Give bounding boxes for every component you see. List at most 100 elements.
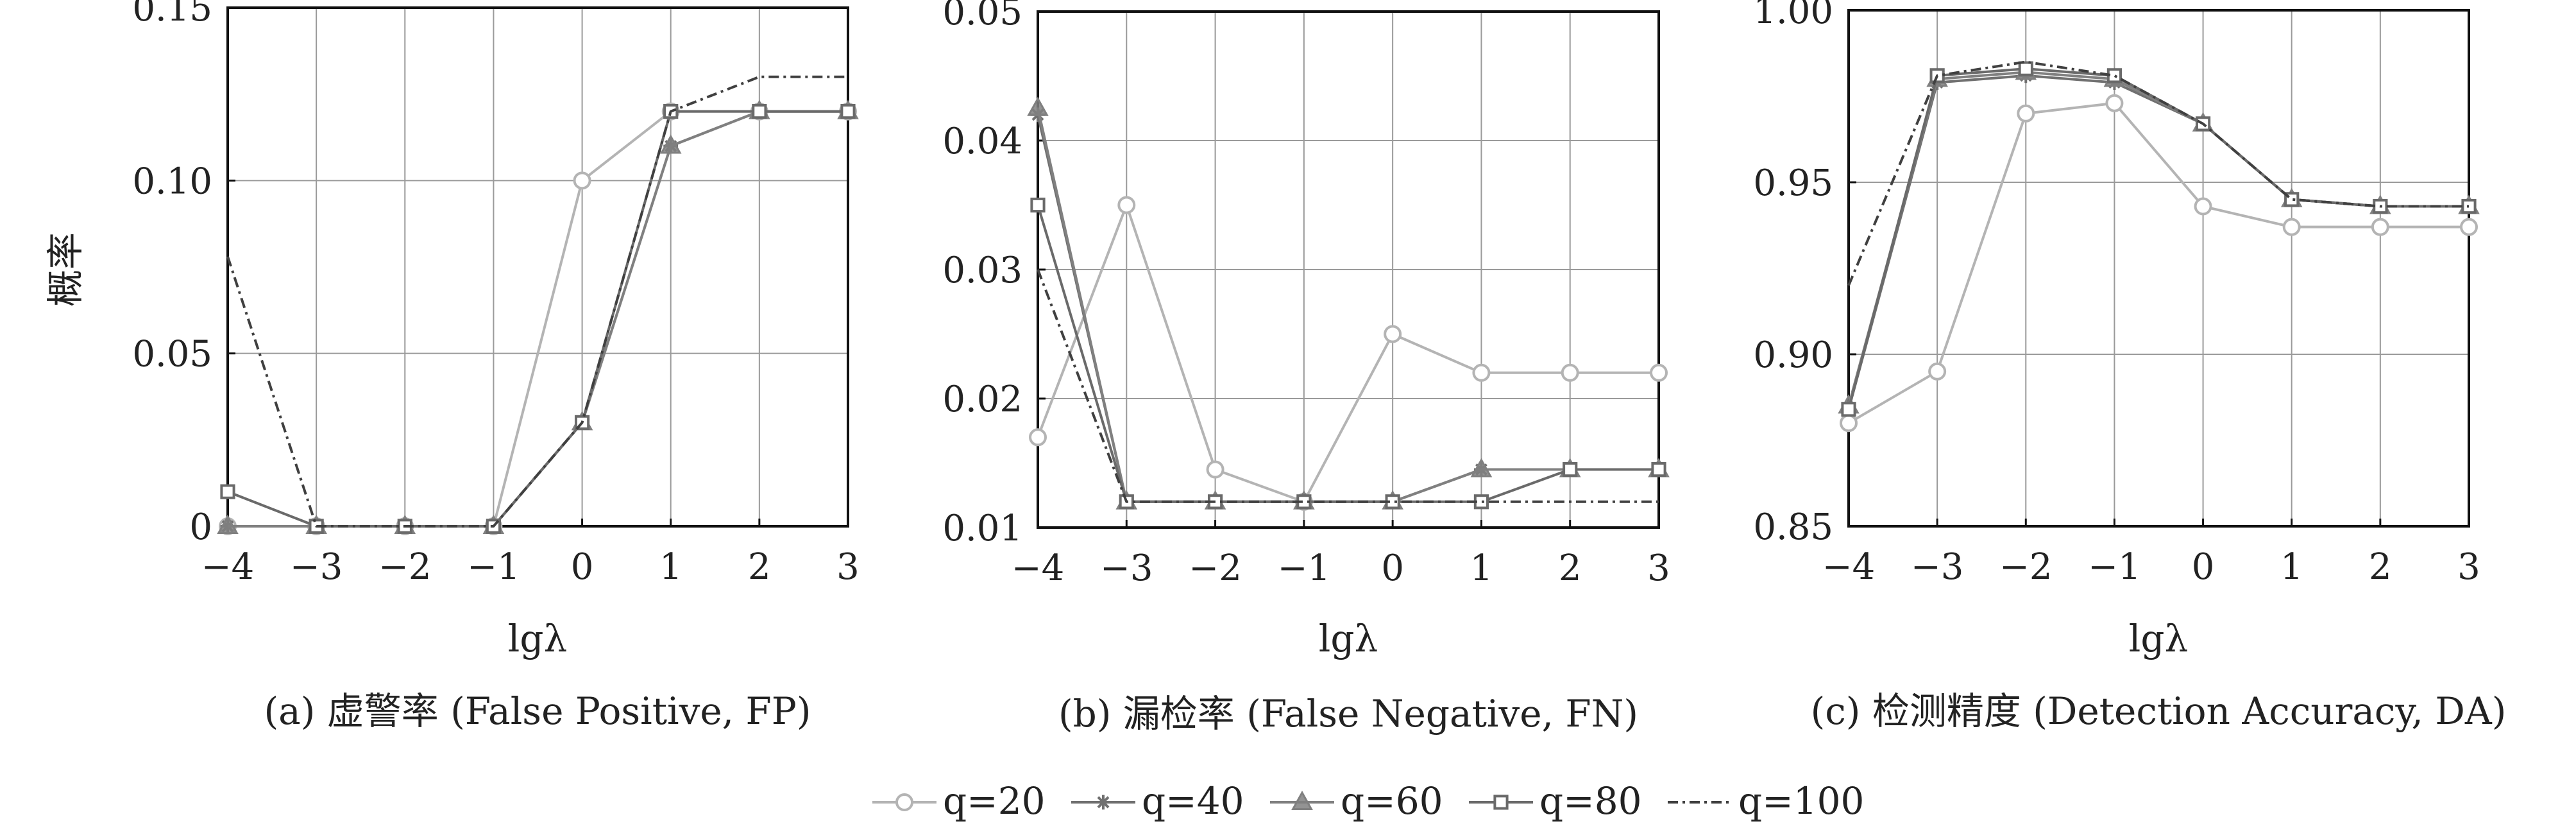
panel-c-xtick-label: 2 (2369, 546, 2392, 588)
panel-c-point-q20 (2371, 218, 2389, 236)
legend-marker-q20 (895, 793, 913, 811)
panel-b-point-q20 (1117, 196, 1136, 214)
legend-label-q80: q=80 (1539, 779, 1642, 823)
panel-c-series-q20 (1840, 94, 2478, 433)
legend: q=20 q=40 q=60 q=80 q=100 (872, 779, 1864, 823)
panel-a-xtick-label: −2 (378, 546, 432, 588)
legend-label-q20: q=20 (943, 779, 1046, 823)
panel-b-xtick-label: −4 (1012, 547, 1065, 589)
panel-b-ytick-label: 0.02 (942, 379, 1022, 420)
panel-a-ytick-label: 0.15 (132, 0, 212, 30)
legend-item-q40: q=40 (1071, 779, 1244, 823)
panel-b-point-q60 (1470, 458, 1493, 478)
panel-c-point-q20 (2460, 218, 2478, 236)
legend-item-q60: q=60 (1270, 779, 1443, 823)
panel-b-point-q80 (1030, 197, 1046, 213)
panel-b-xlabel: lgλ (1319, 617, 1378, 660)
panel-a-xtick-label: −1 (467, 546, 520, 588)
panel-c-ytick-label: 0.95 (1753, 162, 1833, 204)
panel-b-xtick-label: 1 (1470, 547, 1493, 589)
panel-a-ytick-label: 0 (189, 506, 212, 548)
panel-c-point-q20 (2282, 218, 2301, 236)
panel-c-point-q80 (2018, 61, 2033, 76)
panel-b: −4 −3 −2 −1 0 1 2 3 0.01 0.02 0.03 0.04 0.05 lgλ (b)… (942, 0, 1670, 736)
panel-c-point-q20 (1840, 414, 1858, 433)
panel-b-plot: −4 −3 −2 −1 0 1 2 3 0.01 0.02 0.03 0.04 0.05 (942, 0, 1670, 589)
panel-b-line-q20 (1037, 203, 1659, 503)
panel-c-xtick-label: 0 (2192, 546, 2215, 588)
panel-b-point-q20 (1650, 363, 1668, 382)
panel-a-ytick-label: 0.10 (132, 160, 212, 202)
panel-b-ytick-label: 0.01 (942, 508, 1022, 549)
panel-a-point-q20 (573, 171, 591, 190)
legend-label-q100: q=100 (1738, 779, 1864, 823)
legend-marker-shape-q20 (895, 793, 913, 811)
legend-marker-q80 (1493, 795, 1509, 810)
panel-b-xtick-label: 2 (1559, 547, 1582, 589)
panel-a-xtick-label: 3 (836, 546, 860, 588)
legend-marker-shape-q40 (1096, 795, 1111, 810)
panel-c-xtick-label: −1 (2088, 546, 2141, 588)
panel-b-point-q20 (1029, 428, 1047, 447)
panel-c-line-q100 (1847, 60, 2469, 286)
panel-a-xtick-label: −3 (290, 546, 343, 588)
legend-item-q80: q=80 (1469, 779, 1642, 823)
panel-a-xtick-label: 2 (748, 546, 771, 588)
panel-a-ylabel: 概率 (44, 232, 87, 307)
panel-a-point-q60 (217, 514, 239, 534)
panel-b-xtick-label: −1 (1278, 547, 1331, 589)
panel-a-point-q80 (840, 104, 856, 119)
panel-a-plot: −4 −3 −2 −1 0 1 2 3 0 0.05 0.10 0.15 (132, 0, 860, 588)
panel-c-xtick-label: −2 (1999, 546, 2053, 588)
panel-c-point-q20 (2017, 104, 2035, 123)
panel-b-xtick-label: −3 (1100, 547, 1153, 589)
panel-c-ytick-label: 1.00 (1753, 0, 1833, 32)
panel-b-point-q20 (1384, 325, 1402, 343)
panel-a: −4 −3 −2 −1 0 1 2 3 0 0.05 0.10 0.15 lgλ 概率 (a) 虚警率… (44, 0, 860, 733)
panel-b-series-q20 (1029, 196, 1668, 511)
panel-a-caption: (a) 虚警率 (False Positive, FP) (264, 689, 811, 733)
panel-b-ytick-label: 0.04 (942, 121, 1022, 162)
panel-a-series-q100 (226, 75, 848, 528)
panel-a-point-q60 (659, 134, 682, 154)
legend-item-q100: q=100 (1668, 779, 1864, 823)
panel-c-ytick-label: 0.90 (1753, 334, 1833, 376)
legend-marker-q40 (1096, 795, 1111, 810)
panel-c-series-q100 (1847, 60, 2469, 286)
panel-a-xlabel: lgλ (508, 617, 567, 660)
panel-c-plot: −4 −3 −2 −1 0 1 2 3 0.85 0.90 0.95 1.00 (1753, 0, 2480, 588)
panel-c-frame (1847, 9, 2470, 528)
panel-a-ytick-label: 0.05 (132, 334, 212, 375)
panel-c-line-q20 (1847, 101, 2469, 424)
panel-b-point-q80 (1651, 461, 1666, 478)
panel-a-xtick-label: −4 (201, 546, 255, 588)
panel-b-xtick-label: 3 (1647, 547, 1670, 589)
panel-c-xtick-label: 3 (2457, 546, 2480, 588)
panel-b-caption: (b) 漏检率 (False Negative, FN) (1058, 692, 1638, 736)
panel-b-xtick-label: −2 (1189, 547, 1242, 589)
panel-c-point-q20 (1928, 362, 1947, 381)
panel-c-point-q20 (2194, 197, 2212, 216)
panel-b-series-q100 (1037, 269, 1659, 503)
panel-a-frame (226, 6, 849, 528)
panel-c-point-q80 (1841, 402, 1856, 417)
legend-marker-shape-q80 (1493, 795, 1509, 810)
panel-b-point-q60 (1027, 96, 1049, 116)
legend-marker-shape-q60 (1291, 790, 1313, 810)
panel-c-ytick-label: 0.85 (1753, 506, 1833, 548)
panel-a-xtick-label: 0 (571, 546, 594, 588)
panel-b-line-q100 (1037, 269, 1659, 503)
panel-c-caption: (c) 检测精度 (Detection Accuracy, DA) (1811, 689, 2507, 733)
panel-a-xtick-label: 1 (659, 546, 682, 588)
legend-label-q40: q=40 (1142, 779, 1244, 823)
panel-c-xtick-label: −3 (1911, 546, 1964, 588)
panel-b-xtick-label: 0 (1381, 547, 1404, 589)
panel-b-point-q20 (1206, 460, 1224, 479)
panel-c-point-q20 (2105, 94, 2124, 112)
legend-item-q20: q=20 (872, 779, 1046, 823)
legend-label-q60: q=60 (1341, 779, 1443, 823)
panel-a-point-q80 (752, 104, 767, 119)
panel-c-xtick-label: −4 (1822, 546, 1876, 588)
panel-c-xlabel: lgλ (2129, 617, 2188, 660)
